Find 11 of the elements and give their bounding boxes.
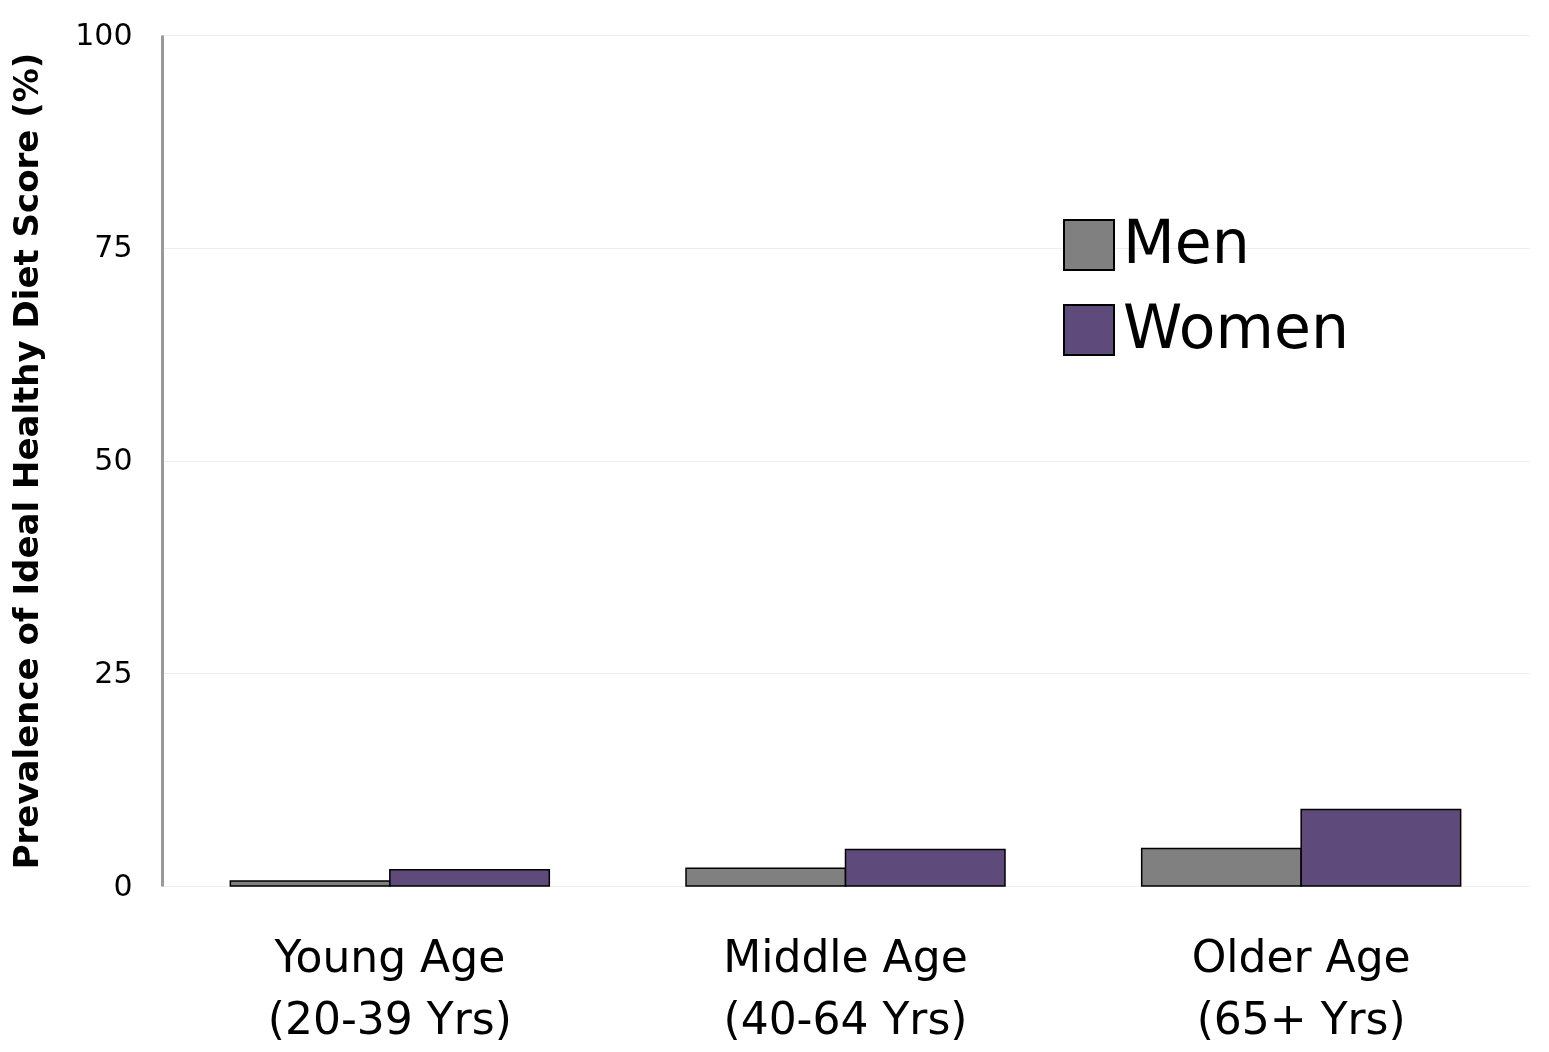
y-axis-title: Prevalence of Ideal Healthy Diet Score (%): [6, 52, 47, 870]
x-tick-label: Young Age (20-39 Yrs): [267, 930, 512, 1044]
y-tick-label: 50: [94, 442, 133, 477]
legend-label: Women: [1123, 292, 1349, 362]
legend-label: Men: [1123, 207, 1250, 277]
y-tick-label: 75: [94, 229, 133, 265]
y-tick-label: 0: [113, 867, 133, 903]
x-tick-label: Older Age (65+ Yrs): [1191, 930, 1411, 1044]
y-tick-label: 25: [94, 654, 133, 690]
x-tick-label: Middle Age (40-64 Yrs): [723, 930, 968, 1044]
y-tick-label: 100: [75, 16, 133, 52]
